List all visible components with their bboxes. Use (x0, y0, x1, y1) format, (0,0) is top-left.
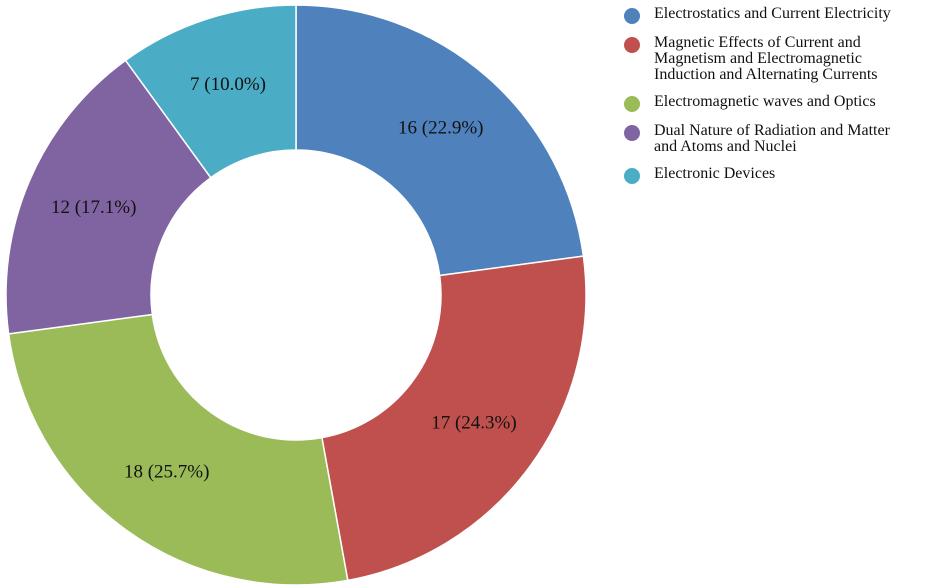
slice-data-label-3: 18 (25.7%) (124, 461, 209, 482)
legend-item-4: Dual Nature of Radiation and Matter and A… (624, 123, 940, 155)
legend-label-line: Induction and Alternating Currents (654, 66, 878, 83)
donut-slice-1 (295, 4, 585, 277)
legend-marker (624, 37, 640, 53)
legend-marker (624, 8, 640, 24)
donut-chart: 16 (22.9%) 17 (24.3%) 18 (25.7%) 12 (17.1%)… (5, 4, 587, 586)
legend-label-line: Electromagnetic waves and Optics (654, 93, 876, 110)
legend-item-2: Magnetic Effects of Current and Magnetism… (624, 35, 940, 83)
donut-slice-3 (7, 313, 349, 586)
legend-label-line: Electronic Devices (654, 165, 776, 182)
donut-slice-4 (5, 59, 212, 335)
legend-label-line: Magnetic Effects of Current and (654, 34, 861, 51)
legend-item-5: Electronic Devices (624, 166, 940, 184)
legend-item-3: Electromagnetic waves and Optics (624, 94, 940, 112)
donut-slice-5 (124, 4, 297, 179)
legend-label-line: Electrostatics and Current Electricity (654, 5, 891, 22)
slice-data-label-1: 16 (22.9%) (398, 118, 483, 139)
legend-label-line: Magnetism and Electromagnetic (654, 50, 862, 67)
legend-label: Electrostatics and Current Electricity (654, 6, 891, 22)
legend-label: Dual Nature of Radiation and Matter and A… (654, 123, 890, 155)
legend-label: Magnetic Effects of Current and Magnetism… (654, 35, 878, 83)
legend-marker (624, 168, 640, 184)
legend-label-line: Dual Nature of Radiation and Matter (654, 122, 890, 139)
legend-marker (624, 125, 640, 141)
slice-data-label-5: 7 (10.0%) (190, 74, 266, 95)
chart-legend: Electrostatics and Current Electricity Ma… (624, 6, 940, 195)
legend-label: Electronic Devices (654, 166, 775, 182)
slice-data-label-4: 12 (17.1%) (51, 197, 136, 218)
legend-label: Electromagnetic waves and Optics (654, 94, 876, 110)
slice-data-label-2: 17 (24.3%) (431, 413, 516, 434)
legend-label-line: and Atoms and Nuclei (654, 138, 797, 155)
donut-slice-2 (321, 255, 587, 582)
legend-item-1: Electrostatics and Current Electricity (624, 6, 940, 24)
legend-marker (624, 96, 640, 112)
